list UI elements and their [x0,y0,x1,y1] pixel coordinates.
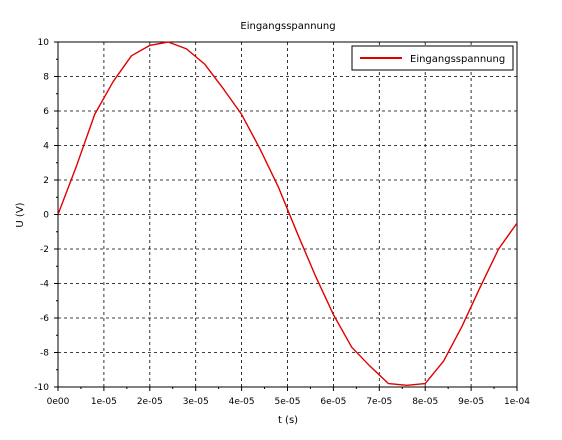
x-tick-label: 2e-05 [137,397,163,407]
y-tick-labels: -10 -8 -6 -4 -2 0 2 4 6 8 10 [34,38,49,393]
chart-title: Eingangsspannung [240,21,335,32]
legend: Eingangsspannung [351,45,514,71]
x-tick-label: 1e-04 [504,397,530,407]
series-line [57,41,518,386]
ticks [54,41,518,391]
y-tick-label: 10 [38,38,50,48]
y-tick-label: 8 [43,73,49,83]
x-tick-label: 5e-05 [275,397,301,407]
x-tick-label: 9e-05 [458,397,484,407]
x-tick-labels: 0e00 1e-05 2e-05 3e-05 4e-05 5e-05 6e-05 7e-05 8… [47,397,531,407]
x-tick-label: 4e-05 [229,397,255,407]
y-tick-label: 0 [43,211,49,221]
y-tick-label: -4 [40,280,49,290]
x-tick-label: 3e-05 [183,397,209,407]
x-tick-label: 0e00 [47,397,70,407]
legend-label: Eingangsspannung [410,54,505,65]
grid [58,42,517,387]
y-tick-label: -8 [40,349,49,359]
series-layer [57,41,518,386]
y-tick-label: -10 [34,383,49,393]
y-tick-label: 2 [43,176,49,186]
x-axis-label: t (s) [278,415,298,426]
x-tick-label: 7e-05 [366,397,392,407]
y-axis-label: U (V) [15,202,26,227]
x-tick-label: 8e-05 [412,397,438,407]
y-tick-label: -6 [40,314,49,324]
y-tick-label: 4 [43,142,49,152]
x-tick-label: 1e-05 [91,397,117,407]
y-tick-label: -2 [40,245,49,255]
x-tick-label: 6e-05 [320,397,346,407]
y-tick-label: 6 [43,107,49,117]
